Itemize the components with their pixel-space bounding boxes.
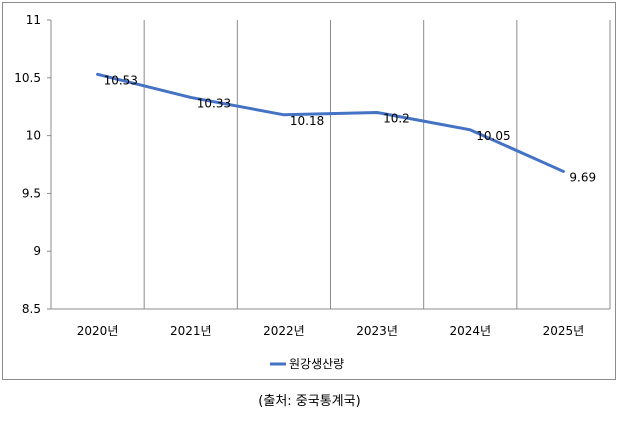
data-label: 10.18 — [290, 114, 324, 128]
grid-lines — [143, 20, 611, 309]
legend: 원강생산량 — [270, 357, 344, 371]
legend-label: 원강생산량 — [289, 357, 344, 371]
source-caption: (출처: 중국통계국) — [258, 394, 361, 409]
x-tick-label: 2022년 — [263, 324, 305, 338]
y-tick-label: 9.5 — [22, 186, 41, 200]
x-tick-label: 2024년 — [449, 324, 491, 338]
axes — [50, 20, 610, 310]
data-labels: 10.53 10.33 10.18 10.2 10.05 9.69 — [104, 73, 597, 184]
x-tick-label: 2020년 — [77, 324, 119, 338]
y-tick-label: 9 — [33, 244, 41, 258]
x-tick-label: 2021년 — [170, 324, 212, 338]
series-line — [96, 72, 565, 173]
data-label: 10.53 — [104, 73, 138, 87]
y-tick-label: 10 — [26, 129, 41, 143]
data-label: 10.33 — [197, 96, 231, 110]
data-label: 10.05 — [476, 129, 510, 143]
chart-frame: 11 10.5 10 9.5 9 8.5 2020년 2021년 2022년 2023년 2024… — [2, 2, 616, 380]
x-tick-label: 2023년 — [356, 324, 398, 338]
x-axis-ticks: 2020년 2021년 2022년 2023년 2024년 2025년 — [77, 324, 584, 338]
y-tick-label: 11 — [26, 13, 41, 27]
line-chart: 11 10.5 10 9.5 9 8.5 2020년 2021년 2022년 2023년 2024… — [14, 13, 611, 371]
y-axis-ticks: 11 10.5 10 9.5 9 8.5 — [14, 13, 51, 316]
y-tick-label: 8.5 — [22, 302, 41, 316]
x-tick-label: 2025년 — [543, 324, 585, 338]
series-lines — [96, 72, 565, 173]
data-label: 10.2 — [383, 111, 410, 125]
y-tick-label: 10.5 — [14, 71, 41, 85]
data-label: 9.69 — [569, 170, 596, 184]
